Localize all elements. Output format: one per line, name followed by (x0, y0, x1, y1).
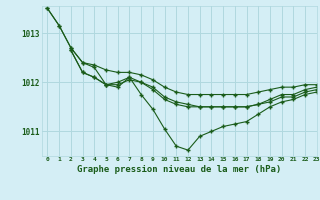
X-axis label: Graphe pression niveau de la mer (hPa): Graphe pression niveau de la mer (hPa) (77, 165, 281, 174)
